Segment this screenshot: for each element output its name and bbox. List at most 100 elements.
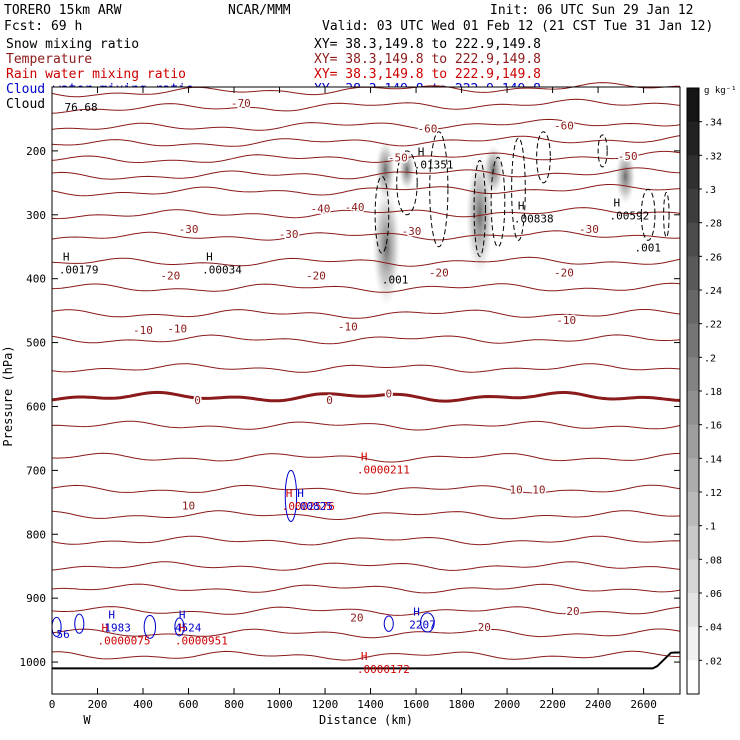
max-value: .00034 — [202, 264, 242, 277]
max-value: .0000075 — [98, 634, 151, 647]
cloud-water-contour — [143, 614, 157, 639]
x-tick-label: 600 — [179, 698, 199, 711]
colorbar-tick-label: .22 — [704, 320, 722, 331]
colorbar-tick-label: .28 — [704, 219, 722, 230]
y-tick-label: 900 — [26, 592, 46, 605]
plot-frame — [51, 86, 681, 695]
x-tick-label: 2400 — [585, 698, 612, 711]
cloud-ice-contour — [597, 134, 608, 168]
x-tick-label: 1600 — [403, 698, 430, 711]
colorbar: .02 .04 .06 .08 .1 .12 .14 .16 .18 .2 .22 .24 .26 .28… — [686, 86, 737, 695]
colorbar-bin — [687, 525, 699, 560]
snow-plume — [615, 148, 636, 205]
max-value: .0002576 — [282, 500, 335, 513]
temperature-isotherm — [51, 282, 681, 293]
temperature-label: -50 — [388, 151, 408, 164]
max-value: .00592 — [609, 209, 649, 222]
temperature-label: -10 — [338, 321, 358, 334]
max-marker: H — [102, 621, 109, 634]
colorbar-bin — [687, 323, 699, 358]
colorbar-tick-label: .04 — [704, 623, 722, 634]
colorbar-bin — [687, 121, 699, 156]
max-value: .0000211 — [357, 464, 410, 477]
org-title: NCAR/MMM — [228, 3, 291, 18]
cloud-water-contour — [420, 612, 435, 633]
y-tick-label: 400 — [26, 273, 46, 286]
temperature-contours — [51, 82, 681, 670]
x-tick-label: 200 — [88, 698, 108, 711]
max-labels: H.00179H.00034H.01351H.00838H.00592.001.… — [57, 101, 661, 676]
temperature-label: 10 — [510, 484, 523, 497]
temperature-label: 10 — [532, 484, 545, 497]
snow-plume — [398, 150, 415, 191]
colorbar-tick-label: .32 — [704, 151, 722, 162]
x-tick-label: 1400 — [357, 698, 384, 711]
temperature-label: -10 — [133, 324, 153, 337]
cloud-ice-contour — [536, 131, 551, 184]
temperature-isotherm — [51, 230, 681, 241]
temperature-label: -10 — [167, 323, 187, 336]
temperature-label: -60 — [417, 123, 437, 136]
x-tick-label: 0 — [49, 698, 56, 711]
temperature-isotherm — [51, 535, 681, 546]
max-value: 1983 — [104, 622, 131, 635]
colorbar-tick-label: .34 — [704, 118, 722, 129]
x-tick-label: 2200 — [539, 698, 566, 711]
max-marker: H — [63, 251, 70, 264]
temperature-isotherm — [51, 628, 681, 639]
colorbar-tick-label: .06 — [704, 589, 722, 600]
max-value: .00179 — [59, 264, 99, 277]
temperature-labels: -70 -60 -60 -50 -50 -40 -40 -30 -30 -30 -30 -20 -20 -… — [132, 95, 640, 635]
y-tick-label: 800 — [26, 528, 46, 541]
snow-plume — [375, 140, 396, 201]
temperature-isotherm — [51, 390, 681, 403]
snow-plume — [372, 186, 401, 307]
max-marker: H — [361, 451, 368, 464]
max-marker: H — [286, 487, 293, 500]
temperature-isotherm — [51, 118, 681, 131]
legend-xy: XY= 38.3,149.8 to 222.9,149.8 — [314, 67, 541, 82]
ground-line — [52, 651, 680, 670]
max-marker: H — [361, 650, 368, 663]
y-axis-label: Pressure (hPa) — [1, 345, 15, 446]
cloud-ice-contour — [473, 159, 486, 257]
max-value: .0000951 — [175, 634, 228, 647]
max-value: 4524 — [175, 622, 202, 635]
max-value: .001 — [634, 241, 661, 254]
colorbar-bin — [687, 660, 699, 695]
y-tick-label: 500 — [26, 337, 46, 350]
y-tick-label: 600 — [26, 400, 46, 413]
temperature-label: -30 — [402, 225, 422, 238]
colorbar-bin — [687, 357, 699, 392]
cloud-water-contour — [284, 469, 298, 522]
max-value: .00838 — [514, 213, 554, 226]
temperature-isotherm — [51, 309, 681, 319]
max-marker: H — [297, 487, 304, 500]
colorbar-bin — [687, 256, 699, 291]
colorbar-tick-label: .18 — [704, 387, 722, 398]
valid-time: Valid: 03 UTC Wed 01 Feb 12 (21 CST Tue … — [322, 19, 713, 34]
max-marker: H — [108, 609, 115, 622]
colorbar-tick-label: .14 — [704, 454, 722, 465]
x-tick-label: 800 — [224, 698, 244, 711]
temperature-label: -30 — [279, 228, 299, 241]
max-marker: H — [518, 200, 525, 213]
temperature-isotherm — [51, 484, 681, 495]
max-marker: H — [613, 196, 620, 209]
colorbar-bin — [687, 290, 699, 325]
temperature-label: 20 — [350, 611, 363, 624]
x-tick-label: 400 — [133, 698, 153, 711]
temperature-label: -30 — [179, 223, 199, 236]
temperature-label: -20 — [306, 269, 326, 282]
temperature-label: -40 — [345, 201, 365, 214]
temperature-label: 20 — [566, 605, 579, 618]
cloud-water-contour — [383, 615, 394, 632]
max-value: 76.68 — [65, 101, 98, 114]
temperature-label: -40 — [311, 202, 331, 215]
temperature-isotherm — [51, 583, 681, 594]
plot-background — [52, 87, 680, 694]
cloud-ice-contour — [429, 131, 449, 248]
colorbar-tick-label: .3 — [704, 185, 716, 196]
init-time: Init: 06 UTC Sun 29 Jan 12 — [490, 3, 694, 18]
x-tick-label: 1200 — [312, 698, 339, 711]
